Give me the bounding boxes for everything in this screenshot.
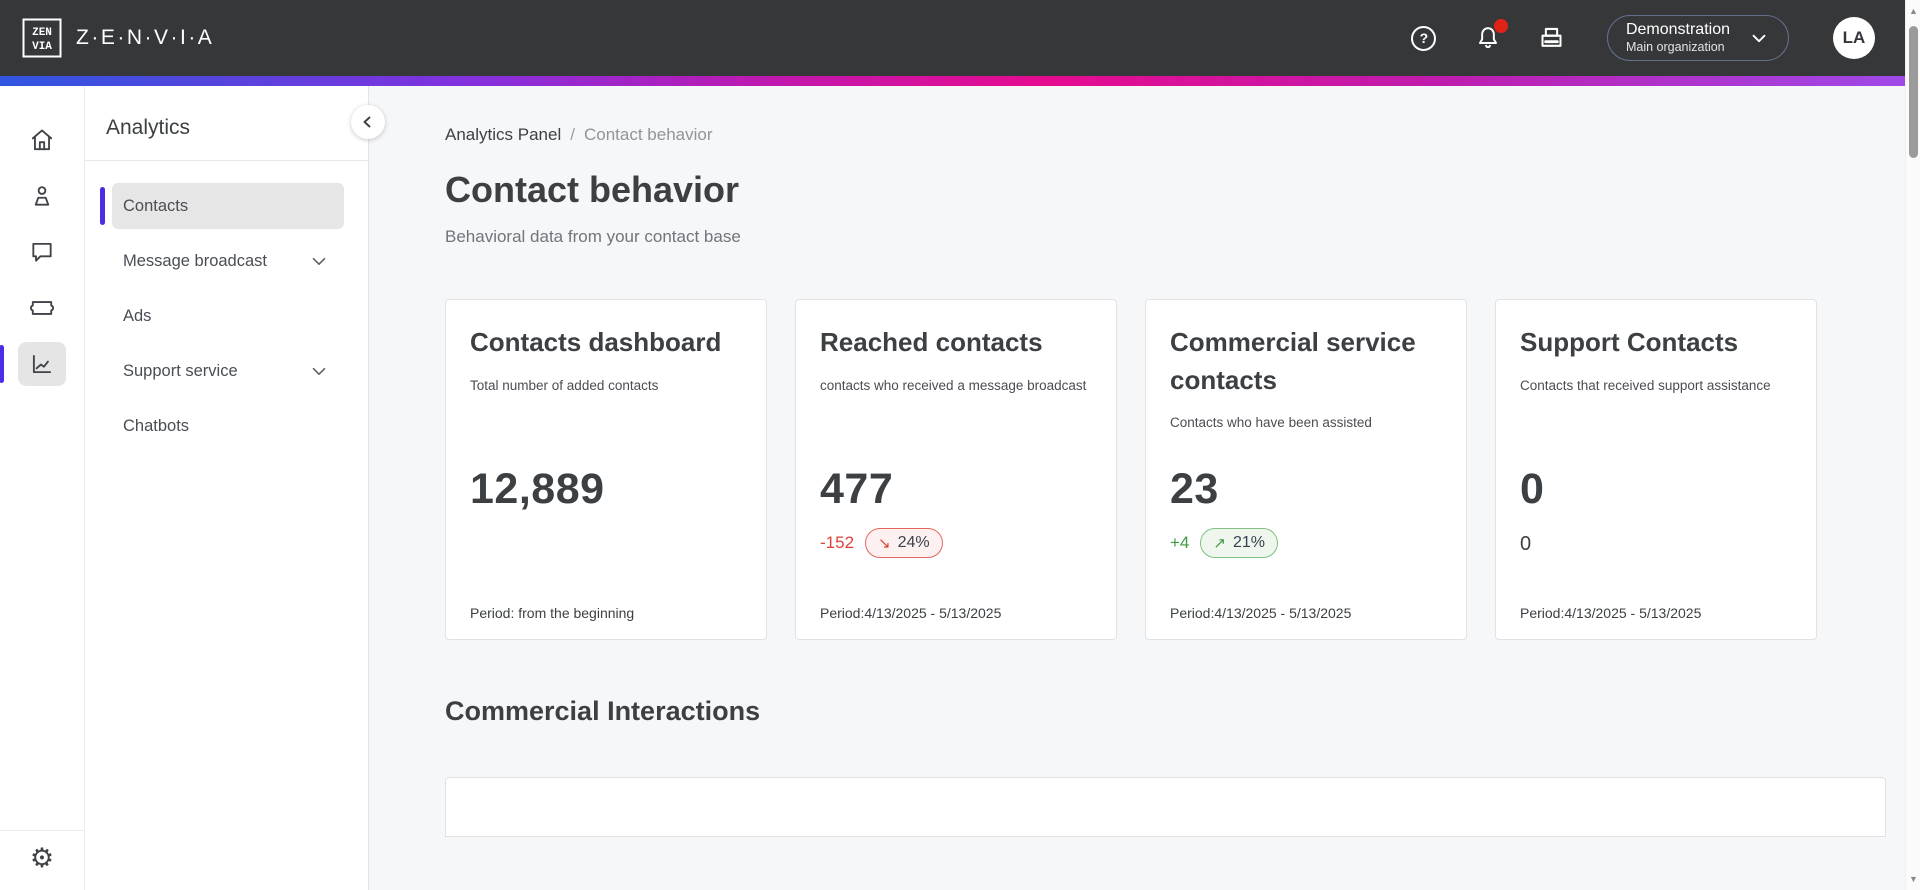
card-description: Contacts who have been assisted <box>1170 415 1372 431</box>
scroll-down-arrow[interactable]: ▼ <box>1909 874 1918 884</box>
rail-item-tickets[interactable] <box>18 286 66 330</box>
organization-selector[interactable]: Demonstration Main organization <box>1606 15 1789 61</box>
chevron-left-icon <box>363 116 371 128</box>
sidebar-collapse-button[interactable] <box>351 105 385 139</box>
chevron-down-icon <box>312 257 326 266</box>
card-title: Contacts dashboard <box>470 327 722 357</box>
kpi-cards-row: Contacts dashboard Total number of added… <box>445 299 1886 640</box>
card-title: Support Contacts <box>1520 327 1739 357</box>
trend-up-icon: ↗ <box>1213 535 1226 552</box>
trend-percent: 21% <box>1232 534 1265 551</box>
sidebar-heading: Analytics <box>106 116 191 139</box>
sidebar-item-label: Ads <box>123 306 152 325</box>
print-button[interactable] <box>1537 23 1567 53</box>
commercial-interactions-card <box>445 777 1886 837</box>
breadcrumb-current: Contact behavior <box>583 125 713 144</box>
sidebar-item-label: Contacts <box>123 196 189 215</box>
card-reached-contacts: Reached contacts contacts who received a… <box>795 299 1117 640</box>
svg-text:ZEN: ZEN <box>32 27 52 39</box>
card-value: 0 <box>1520 465 1545 513</box>
sidebar-item-chatbots[interactable]: Chatbots <box>112 403 344 449</box>
delta-value: +4 <box>1170 533 1190 552</box>
sidebar-item-label: Support service <box>123 361 238 380</box>
sidebar-item-label: Chatbots <box>123 416 190 435</box>
scroll-up-arrow[interactable]: ▲ <box>1909 6 1918 16</box>
rail-item-analytics[interactable] <box>0 342 66 386</box>
rail-bottom: ⚙ <box>0 830 84 890</box>
ticket-icon <box>30 301 54 315</box>
bell-icon <box>1478 27 1497 49</box>
card-contacts-dashboard: Contacts dashboard Total number of added… <box>445 299 767 640</box>
avatar[interactable]: LA <box>1833 17 1875 59</box>
card-value: 23 <box>1170 465 1219 513</box>
topbar: ZEN VIA Z·E·N·V·I·A ? Demonstration <box>0 0 1905 76</box>
gear-icon[interactable]: ⚙ <box>29 843 55 873</box>
trend-down-icon: ↘ <box>878 535 891 552</box>
page-scrollbar[interactable]: ▲ ▼ <box>1905 0 1920 890</box>
person-icon <box>34 186 50 206</box>
organization-subtitle: Main organization <box>1625 40 1725 55</box>
section-title-commercial-interactions: Commercial Interactions <box>445 696 761 726</box>
sidebar-header: Analytics <box>85 86 368 161</box>
brand: ZEN VIA Z·E·N·V·I·A <box>22 18 214 58</box>
card-period: Period:4/13/2025 - 5/13/2025 <box>820 605 1002 621</box>
trend-percent: 24% <box>897 534 930 551</box>
rail-item-conversations[interactable] <box>18 230 66 274</box>
breadcrumb-separator: / <box>570 125 575 144</box>
card-commercial-service-contacts: Commercial service contacts Contacts who… <box>1145 299 1467 640</box>
card-secondary-value: 0 <box>1520 533 1532 555</box>
line-chart-icon <box>32 354 52 374</box>
breadcrumb: Analytics Panel / Contact behavior <box>445 125 1886 145</box>
rail-item-home[interactable] <box>18 118 66 162</box>
zenvia-logo-icon: ZEN VIA <box>22 18 62 58</box>
trend-badge: ↗ 21% <box>1200 528 1278 558</box>
card-period: Period:4/13/2025 - 5/13/2025 <box>1520 605 1702 621</box>
sidebar-item-support-service[interactable]: Support service <box>112 348 344 394</box>
active-indicator <box>100 187 105 225</box>
printer-icon <box>1541 27 1562 47</box>
chat-bubble-icon <box>32 242 52 262</box>
svg-text:VIA: VIA <box>32 41 52 53</box>
card-delta: -152 ↘ 24% <box>820 528 943 558</box>
organization-name: Demonstration <box>1625 21 1730 39</box>
trend-badge: ↘ 24% <box>865 528 943 558</box>
delta-value: -152 <box>820 533 855 552</box>
notifications-button[interactable] <box>1473 19 1508 53</box>
brand-gradient-bar <box>0 76 1905 86</box>
scrollbar-thumb[interactable] <box>1909 26 1918 158</box>
analytics-sidebar: Analytics Contacts Message broadcast Ads… <box>85 86 385 890</box>
main-content: Analytics Panel / Contact behavior Conta… <box>369 86 1905 890</box>
card-title: Commercial service contacts <box>1170 327 1416 395</box>
page-subtitle: Behavioral data from your contact base <box>445 227 741 246</box>
help-button[interactable]: ? <box>1409 23 1439 53</box>
help-icon: ? <box>1411 25 1437 51</box>
sidebar-item-label: Message broadcast <box>123 251 267 270</box>
card-period: Period: from the beginning <box>470 605 635 621</box>
chevron-down-icon <box>312 367 326 376</box>
card-description: Total number of added contacts <box>470 377 659 393</box>
card-delta: +4 ↗ 21% <box>1170 528 1278 558</box>
card-description: contacts who received a message broadcas… <box>820 377 1087 393</box>
icon-rail: ⚙ <box>0 86 85 890</box>
card-value: 477 <box>820 465 894 513</box>
breadcrumb-analytics-panel[interactable]: Analytics Panel <box>445 125 562 144</box>
home-icon <box>31 129 53 151</box>
brand-name: Z·E·N·V·I·A <box>76 26 215 49</box>
card-period: Period:4/13/2025 - 5/13/2025 <box>1170 605 1352 621</box>
page-title: Contact behavior <box>445 169 740 210</box>
card-support-contacts: Support Contacts Contacts that received … <box>1495 299 1817 640</box>
card-value: 12,889 <box>470 465 605 513</box>
chevron-down-icon <box>1748 27 1770 49</box>
sidebar-item-contacts[interactable]: Contacts <box>100 183 344 229</box>
sidebar-item-message-broadcast[interactable]: Message broadcast <box>112 238 344 284</box>
sidebar-item-ads[interactable]: Ads <box>112 293 344 339</box>
card-description: Contacts that received support assistanc… <box>1520 377 1771 393</box>
notification-badge <box>1493 19 1508 33</box>
active-indicator <box>0 345 4 383</box>
rail-item-contacts[interactable] <box>18 174 66 218</box>
card-title: Reached contacts <box>820 327 1043 357</box>
